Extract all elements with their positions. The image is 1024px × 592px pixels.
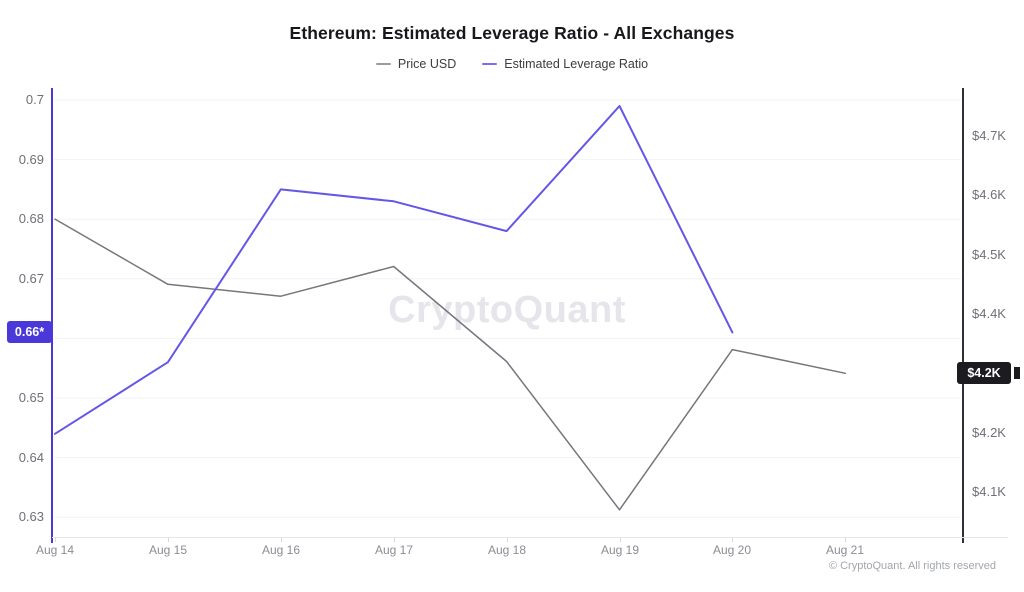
y-axis-label-right: $4.6K: [972, 187, 1006, 202]
x-axis-tick-mark: [620, 537, 621, 542]
y-axis-label-right: $4.2K: [972, 425, 1006, 440]
y-axis-label-left: 0.69: [18, 152, 44, 167]
price-current-value-badge: $4.2K: [957, 362, 1011, 384]
x-axis-label: Aug 15: [148, 543, 188, 557]
x-axis-tick-mark: [845, 537, 846, 542]
series-line-price-usd: [54, 218, 847, 511]
y-axis-label-left: 0.63: [18, 509, 44, 524]
x-axis-tick-mark: [732, 537, 733, 542]
x-axis-label: Aug 21: [825, 543, 865, 557]
legend-label-price-usd: Price USD: [397, 57, 457, 71]
series-line-estimated-leverage-ratio: [54, 105, 734, 435]
x-axis-tick-mark: [168, 537, 169, 542]
x-axis-label: Aug 14: [35, 543, 75, 557]
x-axis-tick-mark: [281, 537, 282, 542]
y-axis-label-left: 0.68: [18, 211, 44, 226]
y-axis-label-right: $4.5K: [972, 247, 1006, 262]
y-axis-label-right: $4.1K: [972, 484, 1006, 499]
y-axis-label-left: 0.65: [18, 390, 44, 405]
legend-item-price-usd[interactable]: Price USD: [375, 57, 457, 71]
y-axis-label-left: 0.64: [18, 450, 44, 465]
x-axis-label: Aug 18: [487, 543, 527, 557]
copyright-notice: © CryptoQuant. All rights reserved: [828, 560, 996, 572]
x-axis-tick-mark: [507, 537, 508, 542]
x-axis-tick-mark: [394, 537, 395, 542]
x-axis-label: Aug 16: [261, 543, 301, 557]
chart-title: Ethereum: Estimated Leverage Ratio - All…: [289, 23, 735, 43]
y-axis-label-right: $4.7K: [972, 128, 1006, 143]
right-axis-spine: [962, 88, 964, 543]
y-axis-label-left: 0.7: [25, 92, 44, 107]
x-axis-tick-mark: [55, 537, 56, 542]
y-axis-label-left: 0.67: [18, 271, 44, 286]
legend-swatch-estimated-leverage-ratio-icon: [482, 63, 498, 65]
x-axis-label: Aug 20: [712, 543, 752, 557]
x-axis-line: [52, 537, 1008, 538]
x-axis-label: Aug 17: [374, 543, 414, 557]
x-axis-label: Aug 19: [600, 543, 640, 557]
leverage-current-value-badge: 0.66*: [7, 321, 52, 343]
left-axis-spine: [51, 88, 53, 543]
y-axis-label-right: $4.4K: [972, 306, 1006, 321]
legend-swatch-price-usd-icon: [375, 63, 391, 65]
legend: Price USD Estimated Leverage Ratio: [0, 57, 1024, 71]
legend-label-estimated-leverage-ratio: Estimated Leverage Ratio: [504, 57, 649, 71]
price-badge-nub: [1014, 367, 1020, 379]
legend-item-estimated-leverage-ratio[interactable]: Estimated Leverage Ratio: [482, 57, 648, 71]
